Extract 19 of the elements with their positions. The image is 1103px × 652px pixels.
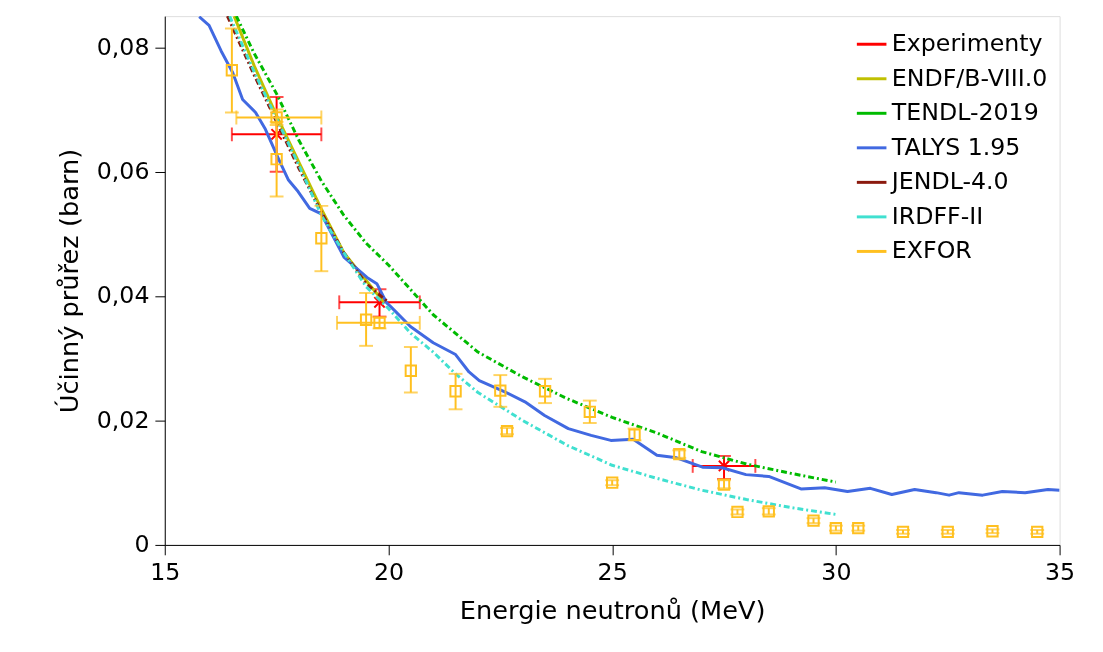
x-tick-label: 15	[150, 557, 181, 586]
legend-label: IRDFF-II	[891, 201, 984, 230]
y-axis-title: Účinný průřez (barn)	[54, 148, 84, 414]
y-tick-label: 0,02	[96, 405, 150, 434]
x-tick-label: 20	[373, 557, 405, 586]
y-tick-label: 0,06	[96, 157, 150, 186]
x-axis-title: Energie neutronů (MeV)	[459, 595, 766, 626]
legend-label: Experimenty	[891, 29, 1043, 58]
legend-label: JENDL-4.0	[889, 167, 1009, 196]
y-tick-label: 0	[134, 530, 150, 559]
legend-label: EXFOR	[891, 236, 972, 265]
y-tick-label: 0,04	[96, 281, 150, 310]
legend-label: ENDF/B-VIII.0	[891, 63, 1048, 92]
x-tick-label: 30	[821, 557, 852, 586]
x-tick-label: 35	[1045, 557, 1076, 586]
x-tick-label: 25	[597, 557, 628, 586]
legend-label: TENDL-2019	[890, 98, 1039, 127]
y-tick-label: 0,08	[96, 32, 150, 61]
legend-label: TALYS 1.95	[890, 132, 1021, 161]
